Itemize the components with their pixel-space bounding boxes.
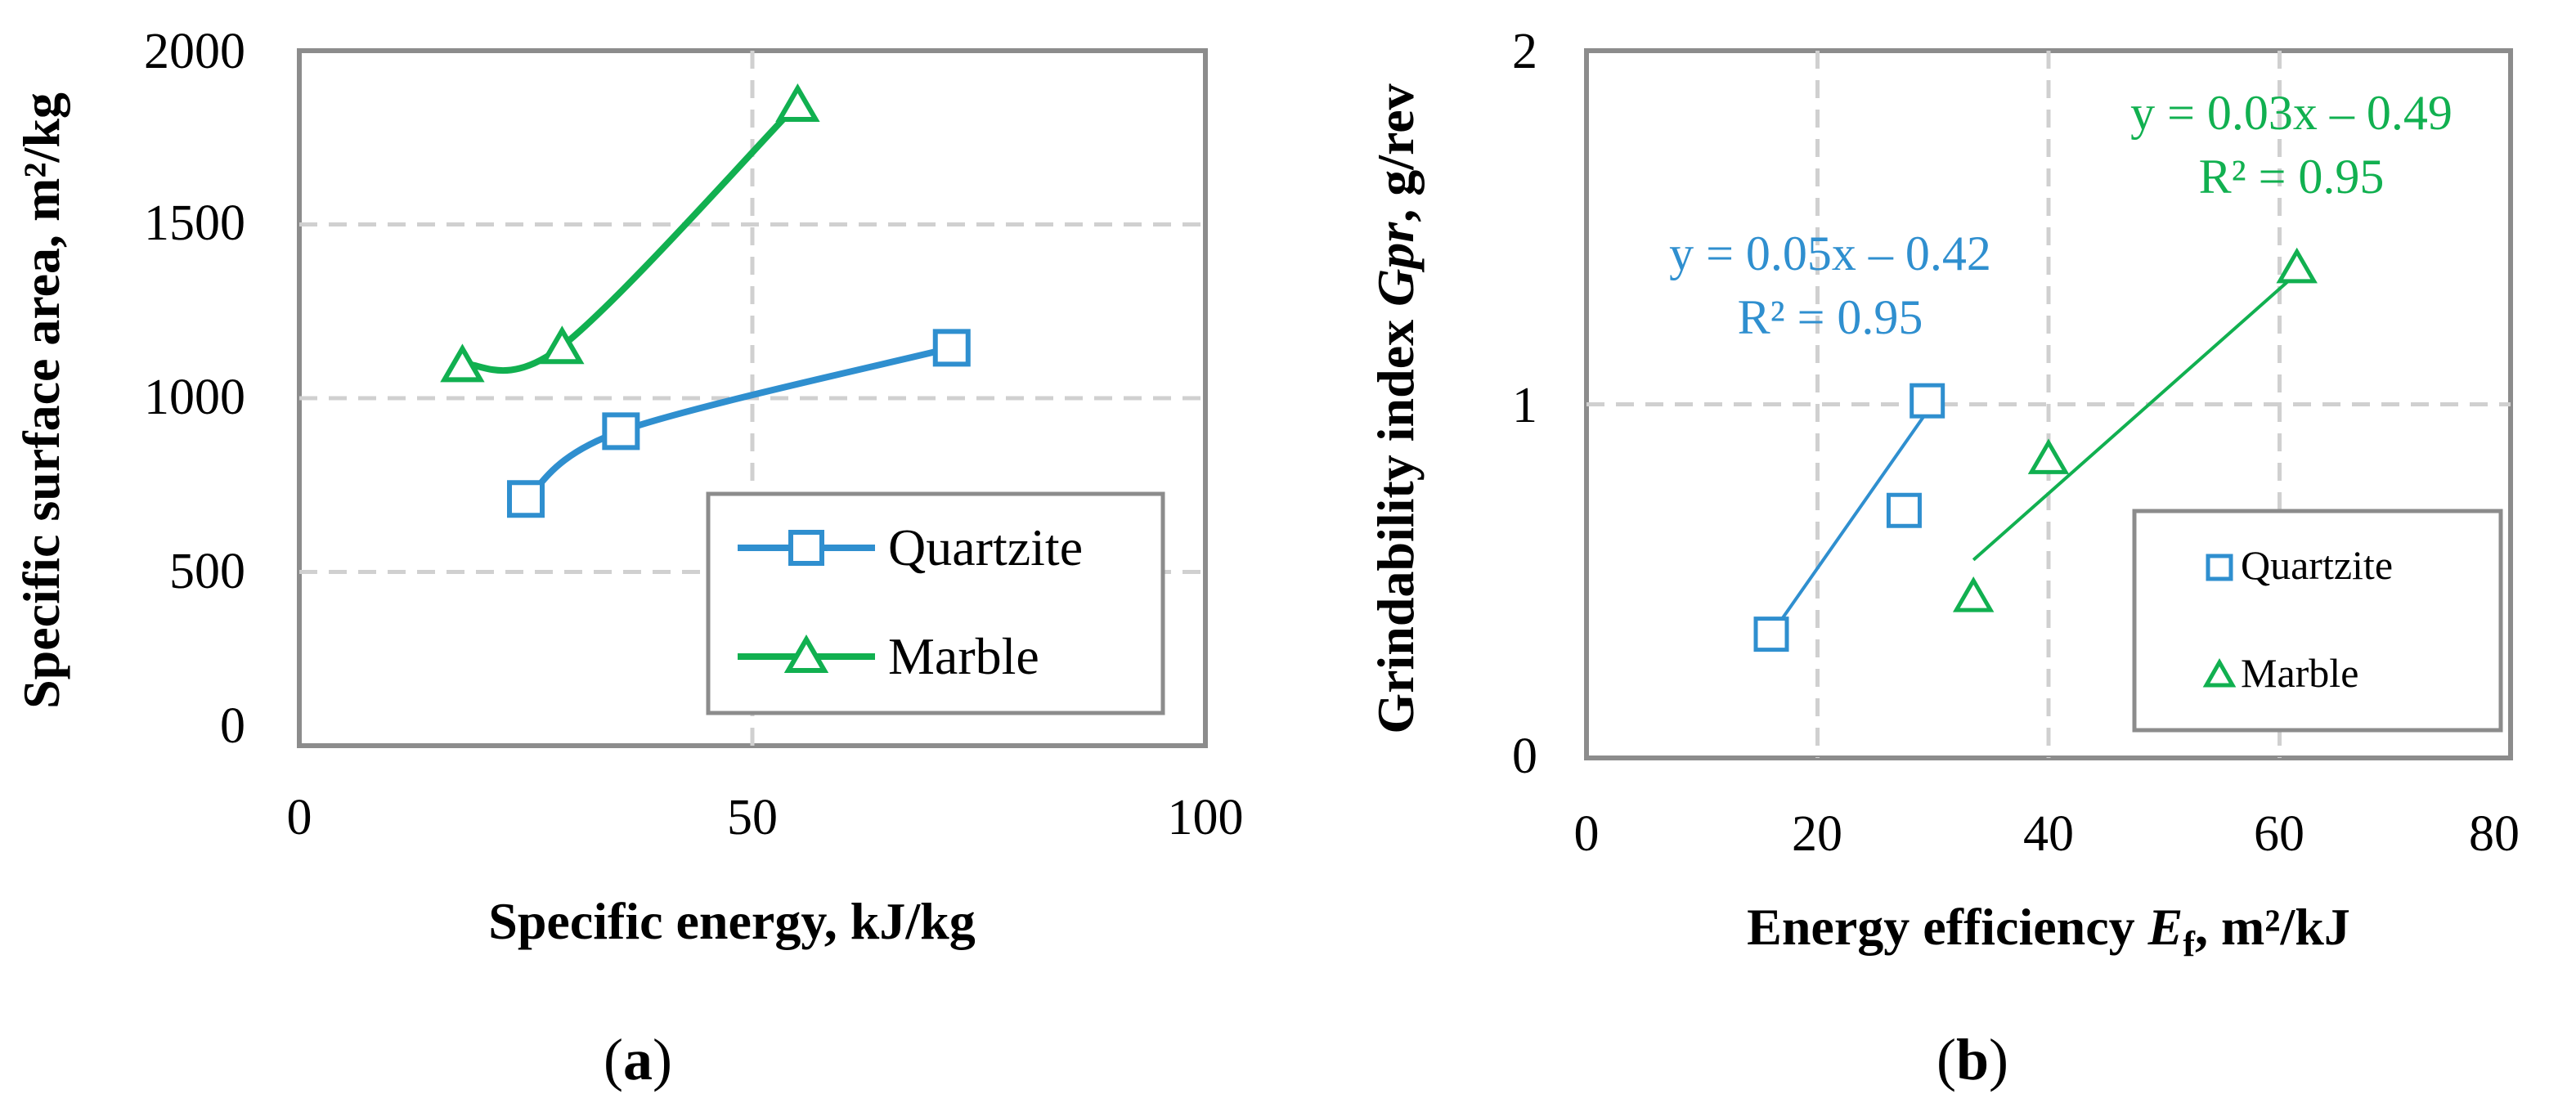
series-line-quartzite bbox=[523, 344, 953, 502]
panel-a-chart: 0 500 1000 1500 2000 0 50 100 Specific s… bbox=[12, 24, 1244, 950]
series-line-marble bbox=[461, 101, 801, 374]
panel-label-a-letter: a bbox=[623, 1027, 653, 1092]
panel-b-legend-box bbox=[2132, 509, 2503, 733]
y-tick-label: 1 bbox=[1512, 378, 1537, 433]
panel-label-b: (b) bbox=[1936, 1027, 2008, 1092]
trendline-marble bbox=[1972, 271, 2299, 562]
panel-b-y-axis-label: Grindability index Gpr, g/rev bbox=[1367, 83, 1425, 733]
panel-a-x-tick-labels: 0 50 100 bbox=[287, 790, 1244, 845]
panel-b-x-tick-labels: 0 20 40 60 80 bbox=[1574, 806, 2520, 862]
equation-quartzite: y = 0.05x – 0.42 bbox=[1669, 226, 1991, 280]
data-point-marble bbox=[1952, 576, 1995, 612]
panel-b-legend: Quartzite Marble bbox=[2132, 509, 2503, 733]
panel-b-y-axis-label-suffix: , g/rev bbox=[1367, 83, 1425, 222]
data-point-quartzite bbox=[1886, 492, 1922, 528]
legend-label-marble: Marble bbox=[2241, 650, 2358, 696]
panel-b-series bbox=[1753, 247, 2318, 652]
panel-b-x-axis-label: Energy efficiency Ef, m²/kJ bbox=[1747, 898, 2350, 964]
legend-marker-marble bbox=[783, 634, 829, 673]
x-tick-label: 0 bbox=[287, 790, 312, 845]
x-tick-label: 0 bbox=[1574, 806, 1600, 862]
panel-label-a: (a) bbox=[604, 1027, 672, 1092]
panel-a-y-tick-labels: 0 500 1000 1500 2000 bbox=[144, 24, 245, 754]
panel-b-chart: 0 1 2 0 20 40 60 80 y = 0.05x – 0.42 R² … bbox=[1367, 24, 2520, 964]
data-point-marble bbox=[775, 83, 820, 123]
equation-marble: y = 0.03x – 0.49 bbox=[2130, 86, 2453, 140]
x-tick-label: 100 bbox=[1168, 790, 1244, 845]
panel-b-y-axis-label-var: Gpr bbox=[1367, 222, 1425, 307]
data-point-quartzite bbox=[932, 329, 971, 367]
trendline-quartzite bbox=[1770, 410, 1929, 635]
x-tick-label: 80 bbox=[2469, 806, 2520, 862]
panel-b-x-axis-label-suffix: , m²/kJ bbox=[2195, 898, 2350, 956]
panel-a-legend-box bbox=[706, 491, 1165, 715]
panel-b-y-tick-labels: 0 1 2 bbox=[1512, 24, 1537, 784]
legend-label-quartzite: Quartzite bbox=[2241, 542, 2393, 588]
legend-label-quartzite: Quartzite bbox=[888, 518, 1083, 576]
r2-quartzite: R² = 0.95 bbox=[1738, 290, 1923, 344]
y-tick-label: 1500 bbox=[144, 195, 245, 251]
r2-marble: R² = 0.95 bbox=[2199, 150, 2385, 204]
data-point-quartzite bbox=[1910, 383, 1945, 419]
panel-a-x-axis-label: Specific energy, kJ/kg bbox=[488, 892, 976, 950]
panel-b-y-axis-label-prefix: Grindability index bbox=[1367, 307, 1425, 734]
panel-a-legend: Quartzite Marble bbox=[706, 491, 1165, 715]
data-point-marble bbox=[2027, 438, 2070, 474]
y-tick-label: 1000 bbox=[144, 370, 245, 425]
panel-b-x-axis-label-var: E bbox=[2147, 898, 2183, 956]
y-tick-label: 2 bbox=[1512, 24, 1537, 79]
data-point-marble bbox=[2276, 247, 2318, 284]
data-point-quartzite bbox=[1753, 617, 1789, 652]
legend-marker-quartzite bbox=[788, 530, 824, 566]
legend-marker-marble bbox=[2202, 657, 2237, 688]
y-tick-label: 0 bbox=[220, 698, 245, 754]
legend-marker-quartzite bbox=[2206, 554, 2233, 581]
panel-a-series bbox=[440, 83, 971, 518]
x-tick-label: 60 bbox=[2254, 806, 2304, 862]
x-tick-label: 20 bbox=[1792, 806, 1842, 862]
data-point-quartzite bbox=[602, 412, 640, 451]
data-point-quartzite bbox=[507, 480, 545, 518]
legend-label-marble: Marble bbox=[888, 627, 1039, 685]
panel-b-x-axis-label-sub: f bbox=[2183, 924, 2196, 964]
y-tick-label: 2000 bbox=[144, 24, 245, 79]
panel-label-b-letter: b bbox=[1956, 1027, 1989, 1092]
panel-a-y-axis-label: Specific surface area, m²/kg bbox=[12, 92, 70, 709]
x-tick-label: 40 bbox=[2023, 806, 2074, 862]
panel-b-x-axis-label-prefix: Energy efficiency bbox=[1747, 898, 2148, 956]
y-tick-label: 500 bbox=[169, 544, 245, 599]
y-tick-label: 0 bbox=[1512, 729, 1537, 784]
data-point-marble bbox=[440, 343, 485, 383]
x-tick-label: 50 bbox=[727, 790, 778, 845]
data-point-marble bbox=[540, 325, 585, 365]
